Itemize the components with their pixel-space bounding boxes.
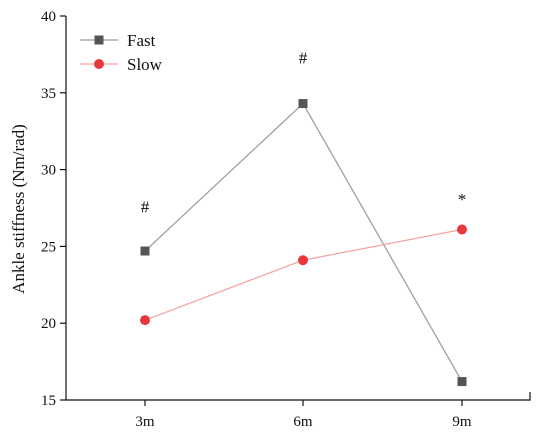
- legend-label: Slow: [127, 55, 163, 74]
- x-tick-label: 9m: [452, 414, 472, 430]
- y-axis-title: Ankle stiffness (Nm/rad): [9, 124, 28, 294]
- series-lines: [144, 102, 463, 382]
- legend-marker: [94, 59, 104, 69]
- x-tick-label: 3m: [135, 414, 155, 430]
- legend-item-slow: Slow: [80, 55, 163, 74]
- significance-mark: #: [299, 48, 308, 67]
- significance-annotations: # # *: [141, 48, 467, 216]
- y-tick-label: 30: [41, 163, 56, 179]
- legend-item-fast: Fast: [80, 31, 156, 50]
- y-axis-ticks: 15 20 25 30 35 40: [41, 9, 66, 409]
- x-tick-label: 6m: [293, 414, 313, 430]
- point-slow: [298, 255, 308, 266]
- y-tick-label: 40: [41, 9, 56, 25]
- axes: [65, 16, 531, 401]
- axis-frame: [65, 16, 531, 401]
- y-tick-label: 35: [41, 86, 56, 102]
- legend-label: Fast: [127, 31, 156, 50]
- series-line-fast: [144, 102, 463, 382]
- point-fast: [298, 99, 308, 109]
- series-line-slow: [144, 228, 463, 321]
- x-axis-ticks: 3m 6m 9m: [135, 400, 472, 430]
- point-fast: [140, 246, 150, 256]
- legend-marker: [94, 35, 104, 45]
- y-tick-label: 20: [41, 316, 56, 332]
- series-markers: [140, 99, 467, 387]
- point-slow: [140, 315, 150, 326]
- y-tick-label: 25: [41, 239, 56, 255]
- significance-mark: *: [458, 190, 467, 209]
- legend: Fast Slow: [80, 31, 163, 74]
- point-fast: [457, 377, 467, 387]
- point-slow: [457, 224, 467, 235]
- y-tick-label: 15: [41, 393, 56, 409]
- significance-mark: #: [141, 197, 150, 216]
